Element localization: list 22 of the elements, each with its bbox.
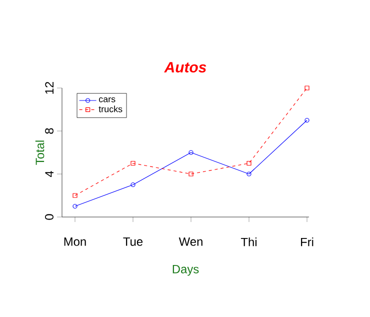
y-tick-label: 12 xyxy=(45,82,54,94)
x-tick-label: Thi xyxy=(240,238,256,246)
y-tick-label: 0 xyxy=(45,214,54,220)
point xyxy=(246,172,252,176)
x-axis-title: Days xyxy=(172,265,199,276)
point xyxy=(130,160,136,166)
point xyxy=(188,172,194,176)
legend-label: cars xyxy=(98,97,116,102)
y-tick-label: 4 xyxy=(45,171,54,178)
point xyxy=(130,182,136,188)
x-tick-label: Tue xyxy=(123,238,143,246)
legend-label: trucks xyxy=(98,106,122,112)
point xyxy=(304,86,310,90)
point xyxy=(72,193,78,198)
point xyxy=(188,150,194,155)
x-tick-label: Wen xyxy=(178,238,202,246)
x-tick-label: Mon xyxy=(64,238,86,246)
x-tick-label: Fri xyxy=(301,238,314,246)
y-axis-title: Total xyxy=(35,140,44,165)
chart-title: Autos xyxy=(164,62,206,72)
y-tick-label: 8 xyxy=(45,128,54,134)
point xyxy=(246,160,252,166)
